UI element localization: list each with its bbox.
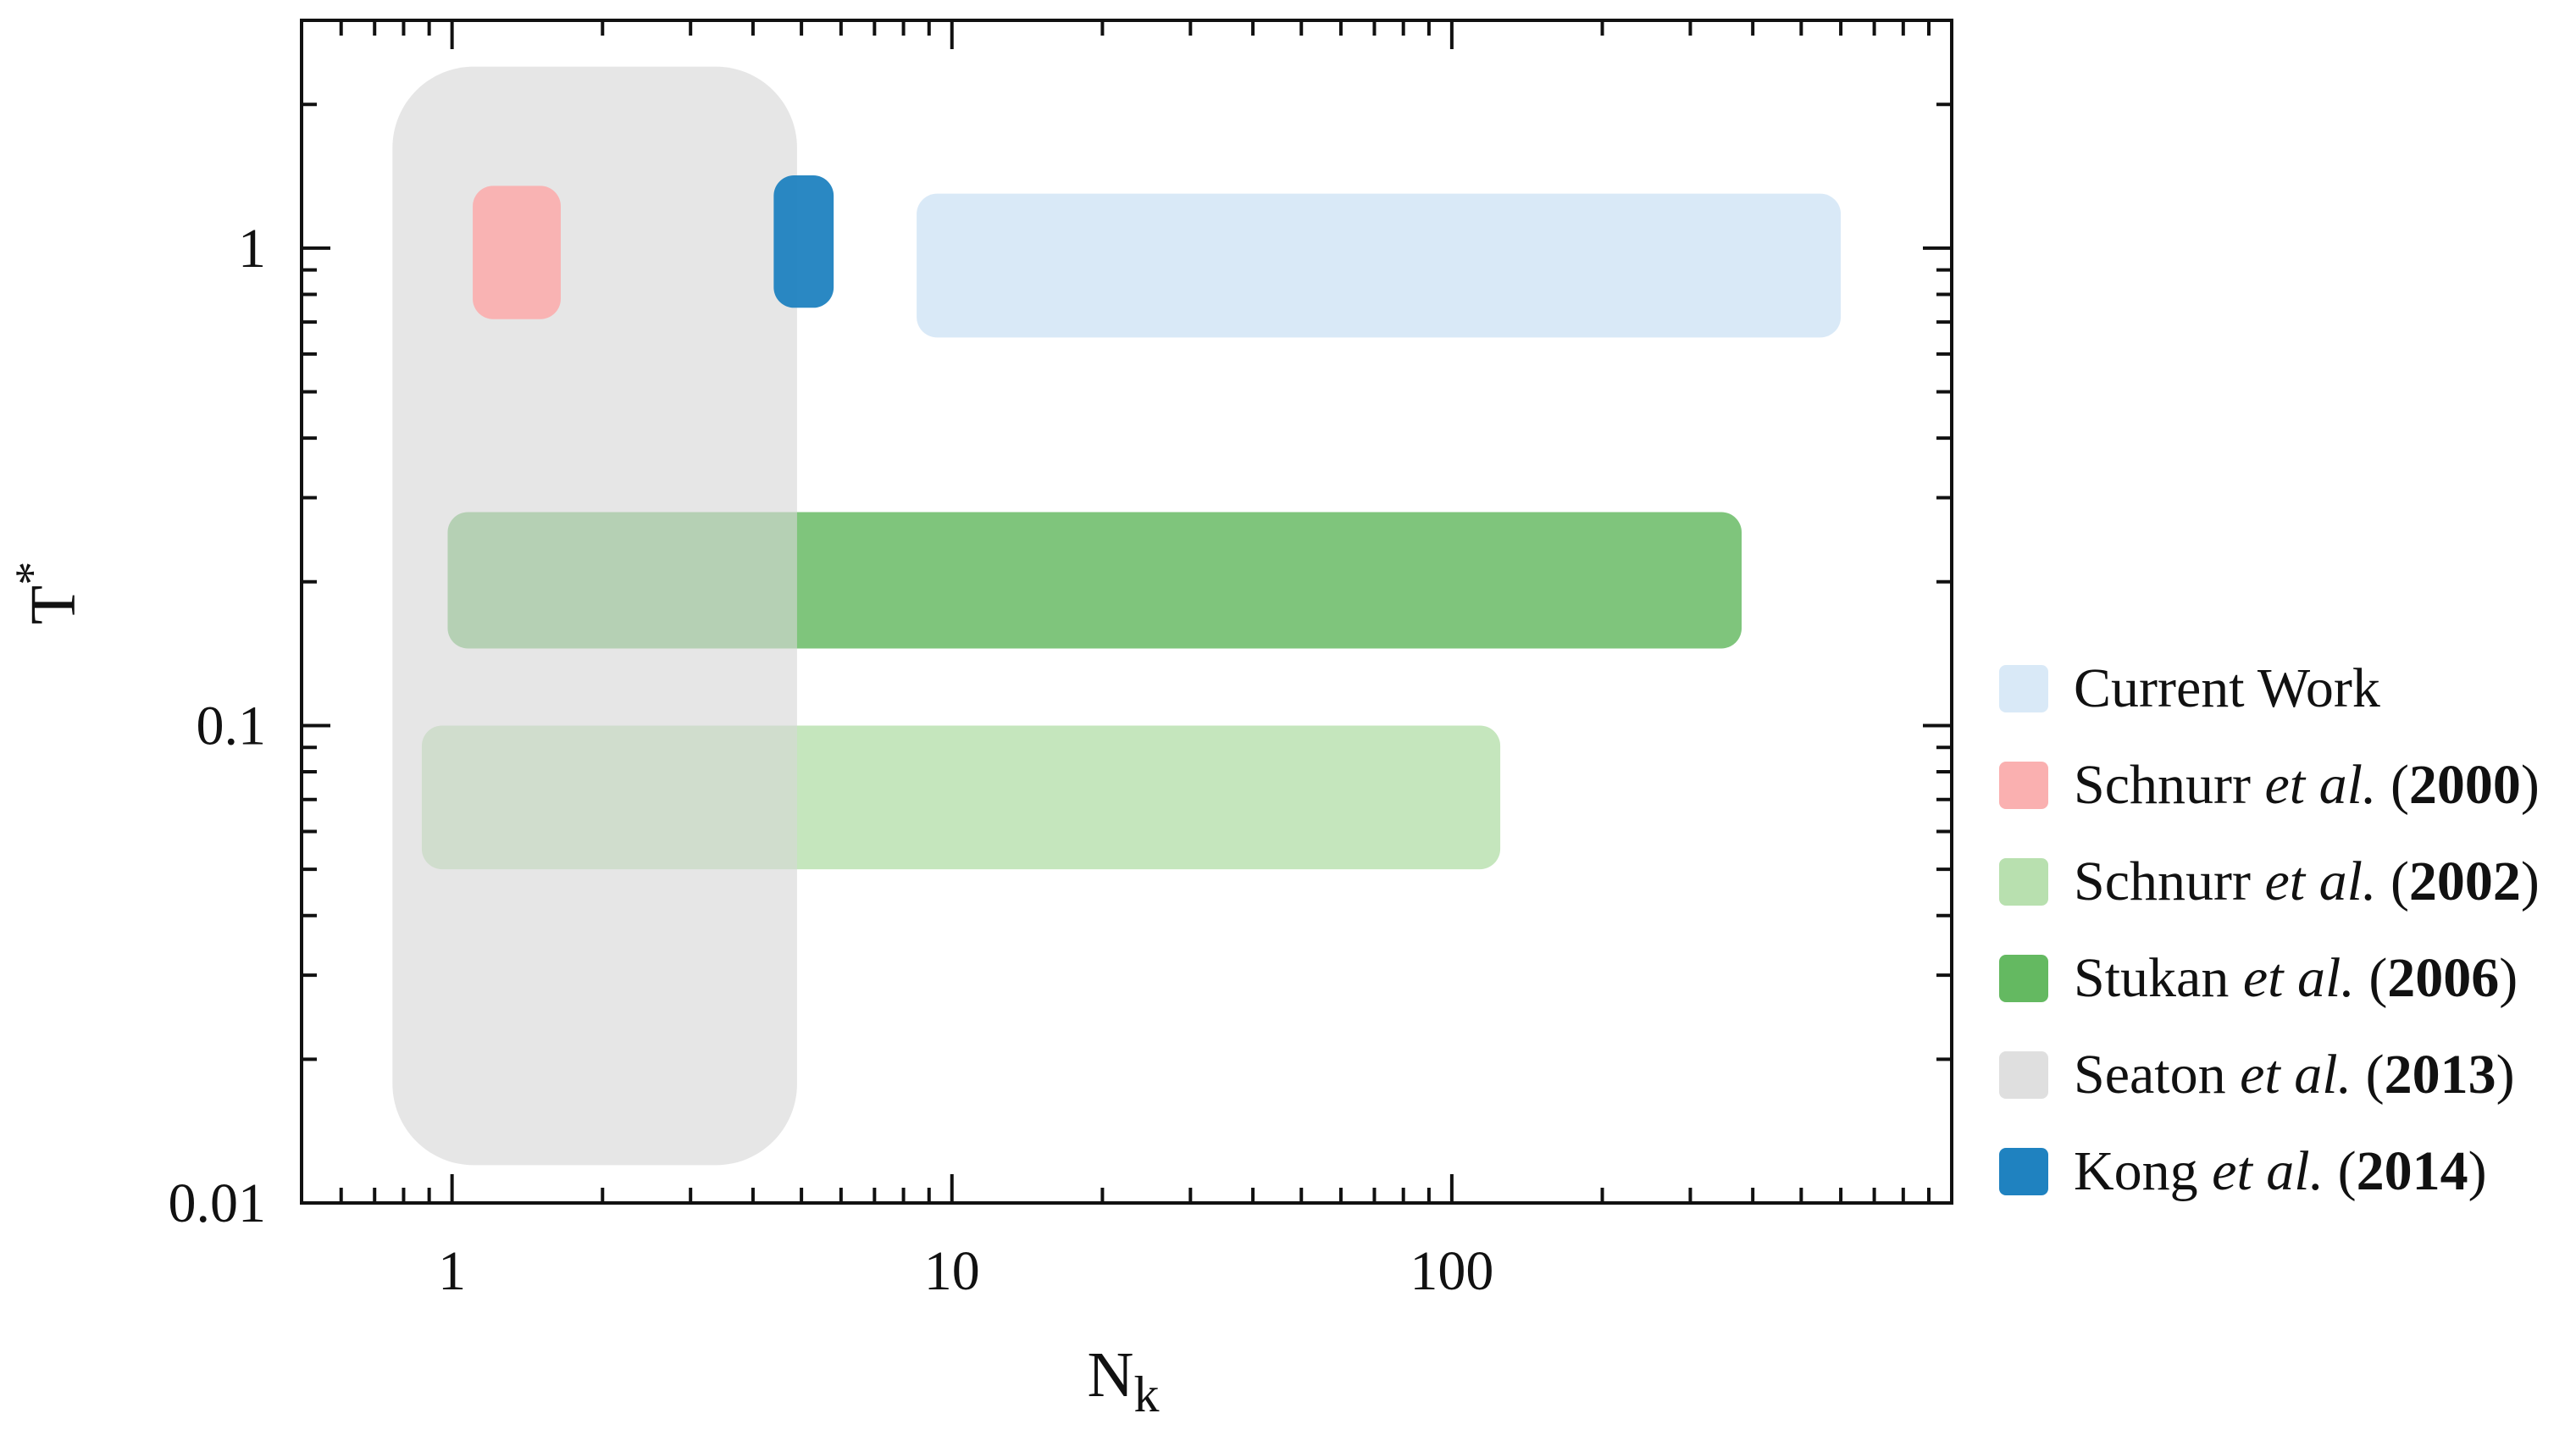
legend-year: 2002 — [2408, 851, 2521, 912]
legend-item: Schnurr et al. (2000) — [1999, 737, 2540, 834]
legend-swatch — [1999, 955, 2048, 1002]
x-axis-label: Nk — [1088, 1339, 1160, 1422]
legend-swatch — [1999, 858, 2048, 906]
legend-item: Current Work — [1999, 640, 2540, 737]
range-bar-kong-et-al-2014 — [773, 175, 834, 308]
legend-author: Schnurr — [2074, 754, 2251, 816]
x-tick-label: 100 — [1410, 1240, 1493, 1302]
legend-author: Schnurr — [2074, 851, 2251, 912]
y-axis-label: T* — [6, 562, 89, 624]
legend-etal: et al. — [2264, 851, 2377, 912]
x-tick-label: 1 — [438, 1240, 466, 1302]
legend: Current Work Schnurr et al. (2000) Schnu… — [1999, 640, 2540, 1220]
legend-etal: et al. — [2242, 947, 2355, 1009]
legend-author: Current Work — [2074, 657, 2380, 719]
legend-year: 2013 — [2384, 1044, 2496, 1106]
legend-swatch — [1999, 665, 2048, 712]
tick-labels: 1 10 100 0.01 0.1 1 — [169, 218, 1494, 1302]
legend-label: Kong et al. (2014) — [2074, 1140, 2487, 1202]
y-tick-label: 0.01 — [169, 1172, 267, 1234]
y-axis-label-superscript: * — [6, 562, 58, 585]
legend-etal: et al. — [2212, 1140, 2324, 1202]
y-axis-label-main: T — [18, 585, 89, 624]
legend-item: Stukan et al. (2006) — [1999, 930, 2540, 1027]
legend-item: Schnurr et al. (2002) — [1999, 834, 2540, 930]
legend-label: Seaton et al. (2013) — [2074, 1044, 2515, 1106]
legend-etal: et al. — [2240, 1044, 2352, 1106]
legend-label: Stukan et al. (2006) — [2074, 947, 2518, 1009]
y-tick-label: 1 — [238, 218, 266, 280]
range-bar-seaton-et-al-2013 — [392, 66, 797, 1166]
legend-year: 2014 — [2356, 1140, 2468, 1202]
legend-swatch — [1999, 1148, 2048, 1195]
x-axis-label-subscript: k — [1133, 1366, 1159, 1422]
legend-label: Schnurr et al. (2002) — [2074, 851, 2540, 912]
plot-frame — [300, 19, 1953, 1205]
legend-author: Kong — [2074, 1140, 2198, 1202]
legend-label: Schnurr et al. (2000) — [2074, 754, 2540, 816]
x-tick-label: 10 — [924, 1240, 980, 1302]
range-bars — [392, 66, 1842, 1166]
legend-etal: et al. — [2264, 754, 2377, 816]
range-bar-current-work — [917, 193, 1842, 338]
legend-swatch — [1999, 762, 2048, 809]
legend-item: Seaton et al. (2013) — [1999, 1027, 2540, 1123]
legend-swatch — [1999, 1051, 2048, 1099]
legend-year: 2006 — [2387, 947, 2500, 1009]
range-bar-schnurr-et-al-2000 — [473, 186, 561, 319]
legend-author: Stukan — [2074, 947, 2230, 1009]
legend-label: Current Work — [2074, 661, 2380, 717]
x-axis-label-main: N — [1088, 1339, 1134, 1411]
legend-item: Kong et al. (2014) — [1999, 1123, 2540, 1220]
axis-ticks — [300, 19, 1952, 1205]
y-tick-label: 0.1 — [197, 695, 267, 757]
legend-author: Seaton — [2074, 1044, 2226, 1106]
legend-year: 2000 — [2408, 754, 2521, 816]
